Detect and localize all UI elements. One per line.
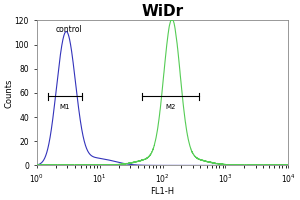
Title: WiDr: WiDr xyxy=(142,4,184,19)
Y-axis label: Counts: Counts xyxy=(4,78,13,108)
Text: M1: M1 xyxy=(60,104,70,110)
Text: M2: M2 xyxy=(166,104,176,110)
X-axis label: FL1-H: FL1-H xyxy=(151,187,175,196)
Text: control: control xyxy=(56,25,82,34)
